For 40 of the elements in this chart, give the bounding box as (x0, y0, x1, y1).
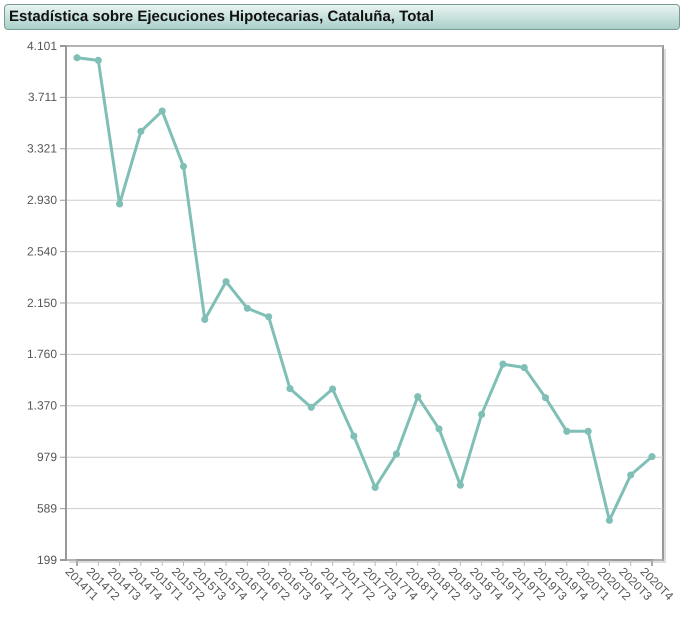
point (499, 360, 506, 368)
point (372, 484, 379, 491)
y-tick-label: 979 (36, 450, 58, 464)
point (73, 54, 81, 62)
point (201, 316, 208, 324)
y-tick-label: 1.760 (26, 347, 58, 362)
point (563, 428, 570, 435)
point (180, 162, 188, 170)
point (328, 385, 336, 393)
y-tick-label: 199 (36, 552, 58, 567)
chart-title: Estadística sobre Ejecuciones Hipotecarias, Cataluña, Total (4, 4, 680, 30)
point (244, 304, 251, 312)
y-tick-label: 2.930 (26, 193, 58, 208)
point (137, 128, 144, 135)
point (392, 450, 400, 458)
y-tick-label: 589 (36, 501, 58, 516)
y-tick-label: 3.321 (26, 142, 58, 156)
point (286, 385, 294, 392)
y-tick-label: 3.711 (28, 90, 58, 104)
point (158, 108, 166, 115)
point (94, 56, 102, 64)
point (478, 410, 486, 418)
point (414, 393, 422, 400)
point (520, 364, 528, 372)
point (456, 482, 464, 489)
y-tick-label: 2.150 (26, 296, 58, 310)
point (265, 313, 272, 320)
point (606, 516, 613, 524)
point (648, 453, 656, 460)
point (350, 432, 358, 440)
y-tick-label: 1.370 (26, 398, 58, 413)
point (584, 428, 592, 435)
point (116, 200, 124, 208)
y-tick-label: 4.101 (26, 38, 58, 53)
point (222, 278, 230, 286)
y-tick-label: 2.540 (26, 244, 58, 258)
point (627, 471, 634, 479)
point (542, 394, 550, 402)
point (308, 404, 315, 411)
point (435, 425, 443, 432)
